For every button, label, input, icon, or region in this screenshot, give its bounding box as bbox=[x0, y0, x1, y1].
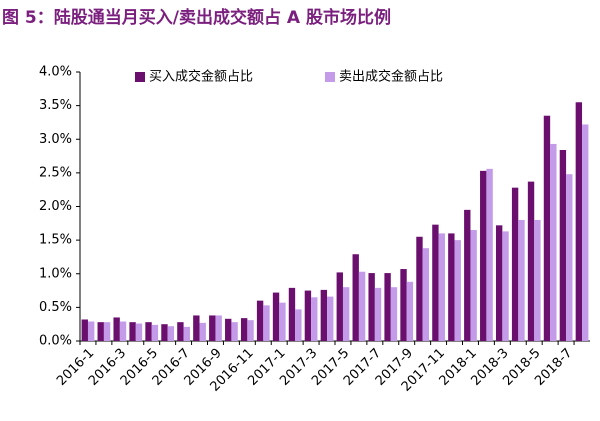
bar bbox=[135, 323, 143, 341]
bar bbox=[575, 102, 583, 341]
bar bbox=[288, 287, 296, 341]
bar bbox=[406, 281, 414, 341]
bar bbox=[161, 324, 168, 341]
y-tick-label: 4.0% bbox=[39, 65, 72, 80]
bar bbox=[384, 273, 391, 341]
bar bbox=[183, 326, 190, 341]
legend-label: 买入成交金额占比 bbox=[149, 69, 253, 85]
y-tick-label: 1.5% bbox=[39, 233, 72, 248]
bar bbox=[470, 230, 477, 341]
y-tick-label: 3.0% bbox=[39, 132, 72, 147]
bar bbox=[374, 287, 382, 341]
bar bbox=[518, 219, 525, 341]
bar bbox=[119, 321, 127, 341]
bar bbox=[311, 297, 318, 341]
bar bbox=[566, 174, 573, 341]
bar bbox=[240, 318, 248, 341]
bar bbox=[97, 322, 104, 341]
bar bbox=[263, 305, 270, 341]
bar bbox=[534, 219, 541, 341]
bar bbox=[502, 231, 509, 341]
bar bbox=[495, 225, 503, 341]
bar bbox=[559, 150, 567, 341]
bar bbox=[247, 320, 254, 341]
bar bbox=[448, 233, 455, 341]
bar bbox=[215, 315, 222, 341]
bar bbox=[390, 287, 398, 341]
bar bbox=[145, 322, 152, 341]
bar bbox=[438, 233, 445, 341]
bar bbox=[342, 287, 350, 341]
bar bbox=[81, 319, 88, 341]
bar bbox=[550, 143, 557, 341]
bar bbox=[272, 292, 280, 341]
y-tick-label: 2.5% bbox=[39, 165, 72, 180]
bar bbox=[167, 326, 175, 341]
bar bbox=[199, 322, 206, 341]
bar bbox=[256, 300, 264, 341]
bar bbox=[225, 318, 232, 341]
bar bbox=[480, 170, 487, 341]
bar bbox=[295, 309, 302, 341]
bar bbox=[304, 290, 312, 341]
bar bbox=[400, 269, 407, 341]
y-tick-label: 0.5% bbox=[39, 300, 72, 315]
bar bbox=[129, 322, 136, 341]
bar bbox=[432, 224, 439, 341]
bar bbox=[582, 124, 589, 341]
bar bbox=[336, 272, 343, 341]
bar bbox=[231, 322, 238, 341]
chart-title: 图 5：陆股通当月买入/卖出成交额占 A 股市场比例 bbox=[2, 7, 391, 28]
y-tick-label: 1.0% bbox=[39, 266, 72, 281]
bar bbox=[320, 289, 328, 341]
bar bbox=[416, 236, 423, 341]
bar bbox=[113, 317, 120, 341]
bar bbox=[422, 248, 430, 341]
y-tick-label: 0.0% bbox=[39, 334, 72, 349]
bar bbox=[103, 322, 111, 341]
bar bbox=[352, 254, 359, 341]
bar bbox=[368, 273, 375, 341]
bar bbox=[358, 271, 366, 341]
bar bbox=[527, 181, 535, 341]
bar bbox=[327, 296, 334, 341]
bar bbox=[151, 324, 159, 341]
y-tick-label: 3.5% bbox=[39, 98, 72, 113]
y-tick-label: 2.0% bbox=[39, 199, 72, 214]
bar bbox=[543, 115, 551, 342]
bar bbox=[464, 209, 471, 341]
legend-swatch bbox=[325, 72, 335, 82]
bar bbox=[454, 240, 461, 341]
bar bbox=[279, 302, 286, 341]
bar bbox=[87, 321, 95, 341]
legend-label: 卖出成交金额占比 bbox=[339, 69, 443, 85]
legend-swatch bbox=[135, 72, 145, 82]
bar bbox=[486, 168, 493, 341]
bar bbox=[193, 315, 200, 341]
bar bbox=[177, 322, 184, 341]
bar bbox=[209, 315, 216, 341]
bar bbox=[511, 187, 519, 341]
